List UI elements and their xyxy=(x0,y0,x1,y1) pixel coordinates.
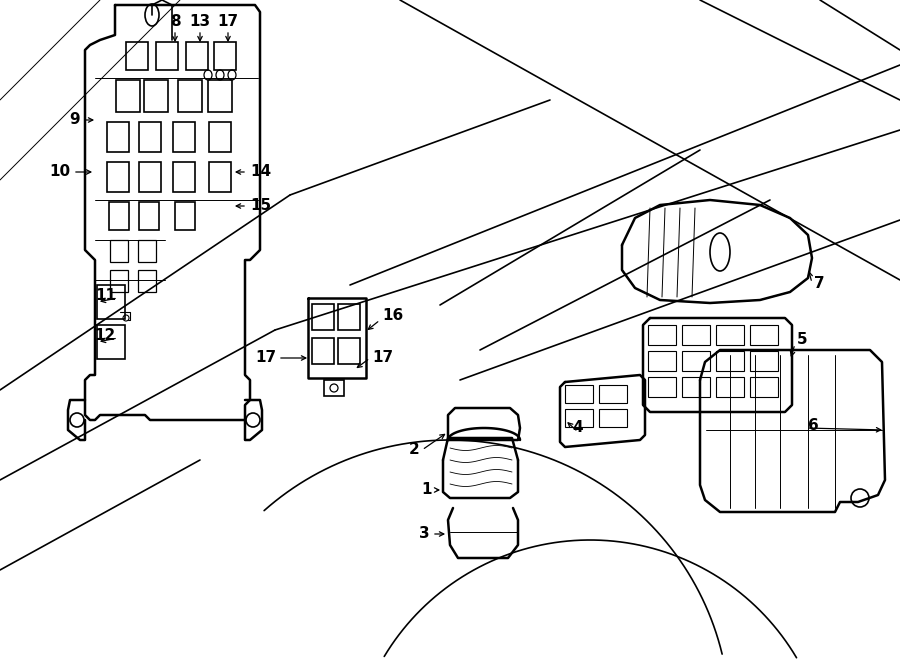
Text: 17: 17 xyxy=(255,350,276,366)
Text: 9: 9 xyxy=(69,112,80,128)
Bar xyxy=(110,270,128,292)
Text: 2: 2 xyxy=(410,442,420,457)
Bar xyxy=(208,80,232,112)
Bar xyxy=(138,270,156,292)
Bar xyxy=(107,122,129,152)
Bar xyxy=(716,351,744,371)
Bar xyxy=(682,351,710,371)
Bar xyxy=(209,162,231,192)
Bar xyxy=(716,377,744,397)
Text: 7: 7 xyxy=(814,276,824,290)
Bar xyxy=(97,325,125,359)
Text: 11: 11 xyxy=(95,288,116,303)
Bar xyxy=(682,325,710,345)
Text: 1: 1 xyxy=(421,483,432,498)
Bar xyxy=(338,338,360,364)
Bar xyxy=(648,377,676,397)
Text: 8: 8 xyxy=(170,15,180,30)
Text: 10: 10 xyxy=(49,165,70,180)
Bar xyxy=(110,240,128,262)
Bar xyxy=(209,122,231,152)
Text: 5: 5 xyxy=(797,332,807,348)
Bar xyxy=(107,162,129,192)
Text: 14: 14 xyxy=(250,165,271,180)
Bar xyxy=(682,377,710,397)
Text: 16: 16 xyxy=(382,307,403,323)
Bar xyxy=(338,304,360,330)
Bar xyxy=(138,240,156,262)
Text: 17: 17 xyxy=(218,15,238,30)
Bar xyxy=(109,202,129,230)
Bar xyxy=(312,338,334,364)
Bar xyxy=(750,351,778,371)
Bar xyxy=(139,202,159,230)
Text: 4: 4 xyxy=(572,420,582,436)
Bar xyxy=(139,122,161,152)
Bar xyxy=(750,377,778,397)
Bar xyxy=(173,122,195,152)
Bar xyxy=(126,42,148,70)
Bar xyxy=(648,325,676,345)
Text: 17: 17 xyxy=(372,350,393,366)
Text: 3: 3 xyxy=(419,527,430,541)
Text: 13: 13 xyxy=(189,15,211,30)
Bar xyxy=(648,351,676,371)
Bar xyxy=(139,162,161,192)
Bar xyxy=(178,80,202,112)
Text: 12: 12 xyxy=(94,327,116,342)
Bar xyxy=(312,304,334,330)
Bar xyxy=(565,385,593,403)
Bar xyxy=(144,80,168,112)
Bar xyxy=(599,385,627,403)
Bar xyxy=(116,80,140,112)
Bar xyxy=(214,42,236,70)
Bar xyxy=(750,325,778,345)
Bar xyxy=(324,380,344,396)
Bar xyxy=(565,409,593,427)
Bar xyxy=(599,409,627,427)
Text: 15: 15 xyxy=(250,198,271,214)
Bar xyxy=(156,42,178,70)
Bar xyxy=(173,162,195,192)
Bar xyxy=(186,42,208,70)
Text: 6: 6 xyxy=(808,418,819,432)
Bar xyxy=(716,325,744,345)
Bar xyxy=(175,202,195,230)
Bar xyxy=(97,285,125,319)
